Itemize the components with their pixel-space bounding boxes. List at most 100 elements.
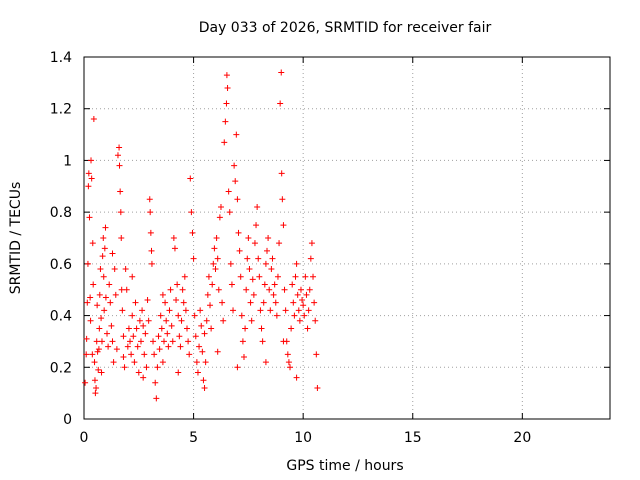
data-point bbox=[120, 333, 127, 340]
data-point bbox=[174, 281, 181, 288]
data-point bbox=[95, 366, 102, 373]
data-point bbox=[311, 299, 318, 306]
data-point bbox=[99, 253, 106, 260]
data-point bbox=[228, 281, 235, 288]
data-point bbox=[255, 255, 262, 262]
data-point bbox=[184, 325, 191, 332]
data-point bbox=[176, 333, 183, 340]
data-point bbox=[223, 72, 230, 79]
data-point bbox=[213, 235, 220, 241]
data-point bbox=[301, 312, 308, 319]
data-point bbox=[177, 343, 184, 350]
data-point bbox=[204, 291, 211, 298]
data-point bbox=[205, 273, 212, 280]
data-point bbox=[121, 364, 128, 371]
data-point bbox=[128, 351, 135, 358]
data-point bbox=[91, 359, 98, 366]
data-point bbox=[266, 286, 273, 293]
x-tick-label: 5 bbox=[189, 430, 198, 446]
data-point bbox=[304, 325, 311, 332]
data-point bbox=[132, 299, 139, 306]
data-point bbox=[158, 325, 165, 332]
data-point bbox=[202, 359, 209, 366]
data-point bbox=[223, 100, 230, 107]
data-point bbox=[219, 299, 226, 306]
data-point bbox=[113, 346, 120, 353]
data-point bbox=[181, 273, 188, 280]
y-tick-label: 1.2 bbox=[50, 102, 72, 118]
data-point bbox=[295, 307, 302, 314]
data-point bbox=[147, 229, 154, 236]
data-point bbox=[106, 281, 113, 288]
data-point bbox=[297, 286, 304, 293]
data-point bbox=[294, 291, 301, 298]
data-point bbox=[144, 297, 151, 304]
data-point bbox=[245, 235, 252, 241]
data-point bbox=[299, 297, 306, 304]
data-point bbox=[148, 247, 155, 254]
data-point bbox=[211, 245, 218, 252]
data-point bbox=[84, 260, 91, 267]
y-tick-label: 0.8 bbox=[50, 205, 72, 221]
data-point bbox=[234, 364, 241, 371]
data-point bbox=[191, 312, 198, 319]
data-point bbox=[201, 384, 208, 391]
data-point bbox=[86, 214, 93, 221]
data-point bbox=[274, 273, 281, 280]
data-point bbox=[188, 209, 195, 216]
data-point bbox=[187, 175, 194, 182]
data-point bbox=[262, 359, 269, 366]
data-point bbox=[162, 299, 169, 306]
data-point bbox=[133, 325, 140, 332]
data-point bbox=[310, 273, 317, 280]
data-point bbox=[278, 170, 285, 177]
data-point bbox=[278, 69, 285, 76]
data-point bbox=[134, 343, 141, 350]
data-point bbox=[238, 312, 245, 319]
data-point bbox=[251, 240, 258, 247]
data-point bbox=[307, 255, 314, 262]
data-point bbox=[242, 325, 249, 332]
data-point bbox=[145, 317, 152, 324]
x-tick-label: 10 bbox=[294, 430, 312, 446]
data-point bbox=[91, 377, 98, 384]
data-point bbox=[246, 266, 253, 273]
data-point bbox=[212, 266, 219, 273]
data-point bbox=[142, 330, 149, 337]
data-point bbox=[118, 235, 125, 241]
data-point bbox=[96, 325, 103, 332]
data-point bbox=[293, 374, 300, 381]
data-point bbox=[94, 302, 101, 309]
data-point bbox=[198, 322, 205, 329]
data-point bbox=[140, 374, 147, 381]
grid-lines bbox=[84, 57, 610, 419]
data-point bbox=[302, 273, 309, 280]
y-tick-label: 0.2 bbox=[50, 360, 72, 376]
data-point bbox=[171, 245, 178, 252]
data-point bbox=[140, 322, 147, 329]
data-point bbox=[221, 139, 228, 146]
data-point bbox=[127, 338, 134, 345]
data-point bbox=[175, 369, 182, 376]
data-point bbox=[123, 286, 130, 293]
data-point bbox=[179, 286, 186, 293]
data-point bbox=[273, 312, 280, 319]
data-point bbox=[236, 247, 243, 254]
data-point bbox=[281, 286, 288, 293]
data-point bbox=[105, 343, 112, 350]
data-point bbox=[147, 209, 154, 216]
data-point bbox=[200, 377, 207, 384]
data-point bbox=[90, 116, 97, 123]
data-point bbox=[124, 343, 131, 350]
data-points bbox=[82, 69, 321, 402]
data-point bbox=[243, 286, 250, 293]
y-tick-label: 0.4 bbox=[50, 309, 72, 325]
data-point bbox=[152, 379, 159, 386]
data-point bbox=[117, 209, 124, 216]
data-point bbox=[160, 338, 167, 345]
data-point bbox=[193, 359, 200, 366]
data-point bbox=[89, 351, 96, 358]
data-point bbox=[104, 330, 111, 337]
data-point bbox=[185, 338, 192, 345]
data-point bbox=[151, 351, 158, 358]
